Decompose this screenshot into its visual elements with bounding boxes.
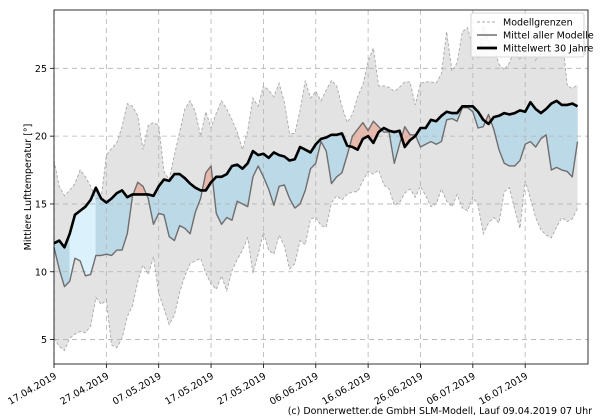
model-mean-line: [53, 106, 579, 288]
x-tick-label: 17.04.2019: [6, 371, 59, 408]
y-tick-label: 10: [35, 267, 47, 278]
legend-label-modellgrenzen: Modellgrenzen: [503, 18, 573, 29]
below-normal-fill: [514, 110, 521, 167]
y-tick-label: 5: [41, 335, 47, 346]
y-tick-label: 20: [35, 132, 47, 143]
series-lines: [53, 99, 579, 288]
below-normal-fill: [509, 112, 515, 167]
model-envelope-fill: [54, 26, 578, 351]
below-normal-fill: [106, 198, 112, 256]
below-normal-fill: [278, 154, 285, 187]
below-normal-fill: [561, 104, 568, 172]
x-tick-label: 26.06.2019: [373, 371, 426, 408]
legend-box: [470, 12, 585, 58]
model-envelope-area: [54, 26, 578, 351]
x-tick-label: 17.05.2019: [163, 371, 216, 408]
y-axis-ticks: 5 10 15 20 25: [35, 64, 54, 346]
x-tick-label: 07.05.2019: [111, 371, 164, 408]
below-normal-fill: [221, 173, 227, 225]
grid-lines: [53, 10, 588, 364]
x-axis-ticks: 17.04.2019 27.04.2019 07.05.2019 17.05.2019…: [6, 364, 530, 408]
x-tick-label: 16.07.2019: [477, 371, 530, 408]
below-normal-fill: [74, 210, 81, 262]
copyright-notice: (c) Donnerwetter.de GmbH SLM-Modell, Lau…: [287, 406, 592, 417]
below-normal-fill: [336, 133, 343, 178]
below-normal-fill: [566, 103, 573, 178]
y-tick-label: 15: [35, 199, 47, 210]
below-normal-fill: [430, 119, 437, 145]
below-normal-fill: [551, 100, 557, 171]
x-tick-label: 06.07.2019: [425, 371, 478, 408]
y-axis-label: Mittlere Lufttemperatur [°]: [23, 124, 34, 251]
below-normal-fill: [168, 173, 175, 241]
model-lower-limit-line: [53, 169, 578, 352]
plot-frame: [53, 9, 589, 365]
below-normal-fill: [116, 190, 123, 251]
legend-label-mittel-modelle: Mittel aller Modelle: [503, 31, 594, 42]
below-normal-fill: [237, 164, 243, 205]
x-tick-label: 06.06.2019: [268, 371, 321, 408]
below-normal-fill: [184, 177, 191, 235]
legend-label-mittelwert-30-jahre: Mittelwert 30 Jahre: [503, 44, 593, 55]
below-normal-fill: [504, 112, 510, 167]
x-tick-label: 27.04.2019: [59, 371, 112, 408]
below-normal-fill: [331, 134, 337, 185]
below-normal-fill: [179, 173, 186, 229]
below-normal-fill: [100, 198, 107, 256]
below-normal-fill: [111, 192, 118, 256]
below-normal-fill: [556, 100, 563, 171]
x-tick-label: 27.05.2019: [216, 371, 269, 408]
climate-mean-line: [53, 99, 579, 249]
x-tick-label: 16.06.2019: [320, 371, 373, 408]
legend: Modellgrenzen Mittel aller Modelle Mitte…: [470, 12, 594, 58]
y-tick-label: 25: [35, 64, 47, 75]
below-normal-fill: [85, 199, 91, 277]
below-normal-fill: [242, 162, 248, 207]
